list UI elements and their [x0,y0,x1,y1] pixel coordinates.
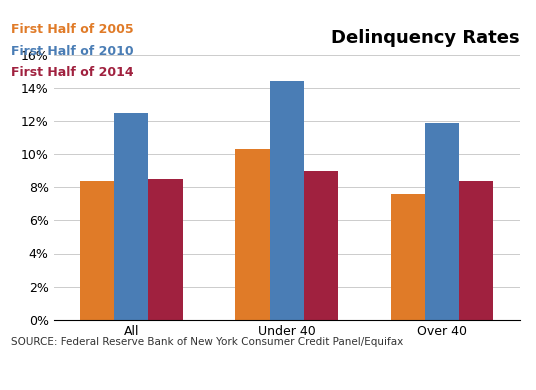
Text: First Half of 2005: First Half of 2005 [11,23,133,36]
Bar [270,81,304,320]
Bar [235,149,270,320]
Text: SOURCE: Federal Reserve Bank of New York Consumer Credit Panel/Equifax: SOURCE: Federal Reserve Bank of New York… [11,337,403,347]
Text: First Half of 2014: First Half of 2014 [11,66,133,79]
Text: Delinquency Rates: Delinquency Rates [331,30,520,48]
Bar [80,181,114,320]
Bar [304,171,338,320]
Bar [459,181,494,320]
Bar [114,113,148,320]
Text: First Half of 2010: First Half of 2010 [11,45,133,58]
Bar [391,194,425,320]
Bar [148,179,183,320]
Bar [425,122,459,320]
Text: FEDERAL RESERVE BANK of ST. LOUIS: FEDERAL RESERVE BANK of ST. LOUIS [11,366,307,379]
